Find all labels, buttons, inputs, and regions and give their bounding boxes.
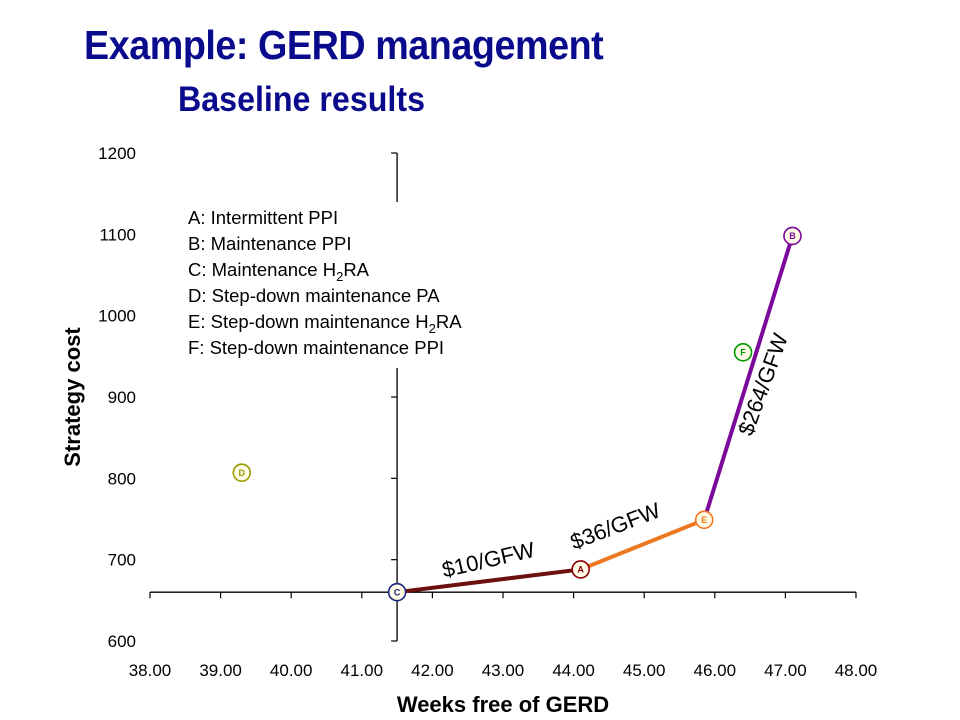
point-label: A (577, 565, 584, 575)
x-tick-label: 38.00 (129, 661, 172, 680)
legend-entry: B: Maintenance PPI (188, 233, 352, 254)
legend-entry: A: Intermittent PPI (188, 207, 338, 228)
page-title: Example: GERD management (84, 22, 604, 68)
x-tick-label: 41.00 (341, 661, 384, 680)
x-tick-label: 46.00 (694, 661, 737, 680)
legend-box (182, 202, 512, 368)
point-label: E (701, 515, 707, 525)
frontier-segment (578, 517, 707, 572)
legend-entry: D: Step-down maintenance PA (188, 285, 440, 306)
point-label: F (740, 347, 746, 357)
legend-entry: C: Maintenance H2RA (188, 259, 370, 284)
y-tick-label: 1100 (99, 225, 136, 244)
strategy-point-b (783, 226, 802, 246)
strategy-point-d (232, 463, 252, 482)
strategy-point-f (733, 342, 753, 362)
x-axis-title: Weeks free of GERD (397, 692, 609, 717)
y-axis-title: Strategy cost (60, 327, 85, 467)
x-tick-label: 40.00 (270, 661, 313, 680)
y-tick-label: 1200 (98, 144, 136, 163)
x-tick-label: 42.00 (411, 661, 454, 680)
frontier-segments (395, 233, 795, 595)
point-label: C (394, 587, 401, 597)
strategy-point-a (571, 560, 590, 579)
legend-entry: F: Step-down maintenance PPI (188, 337, 444, 358)
page-subtitle: Baseline results (178, 80, 425, 119)
strategy-point-c (387, 582, 407, 602)
strategy-point-e (694, 510, 714, 530)
x-axis: 38.00 39.00 40.00 41.00 42.00 43.00 44.00 45.00… (129, 591, 878, 680)
icer-label: $36/GFW (567, 497, 664, 554)
x-tick-label: 45.00 (623, 661, 666, 680)
y-tick-label: 800 (108, 469, 136, 488)
y-tick-label: 700 (108, 551, 136, 570)
y-tick-label: 600 (108, 632, 136, 651)
legend-entry: E: Step-down maintenance H2RA (188, 311, 462, 336)
legend: A: Intermittent PPI B: Maintenance PPI C: … (182, 202, 512, 368)
point-label: B (789, 231, 796, 241)
frontier-segment (702, 233, 795, 522)
strategy-points: C A E B F D (232, 226, 802, 602)
x-tick-label: 39.00 (199, 661, 242, 680)
x-tick-label: 44.00 (552, 661, 595, 680)
point-label: D (239, 468, 246, 478)
y-tick-label: 1000 (98, 307, 136, 326)
x-tick-label: 48.00 (835, 661, 878, 680)
y-tick-label: 900 (108, 388, 136, 407)
frontier-segment (395, 567, 583, 595)
x-tick-label: 43.00 (482, 661, 525, 680)
x-tick-label: 47.00 (764, 661, 807, 680)
